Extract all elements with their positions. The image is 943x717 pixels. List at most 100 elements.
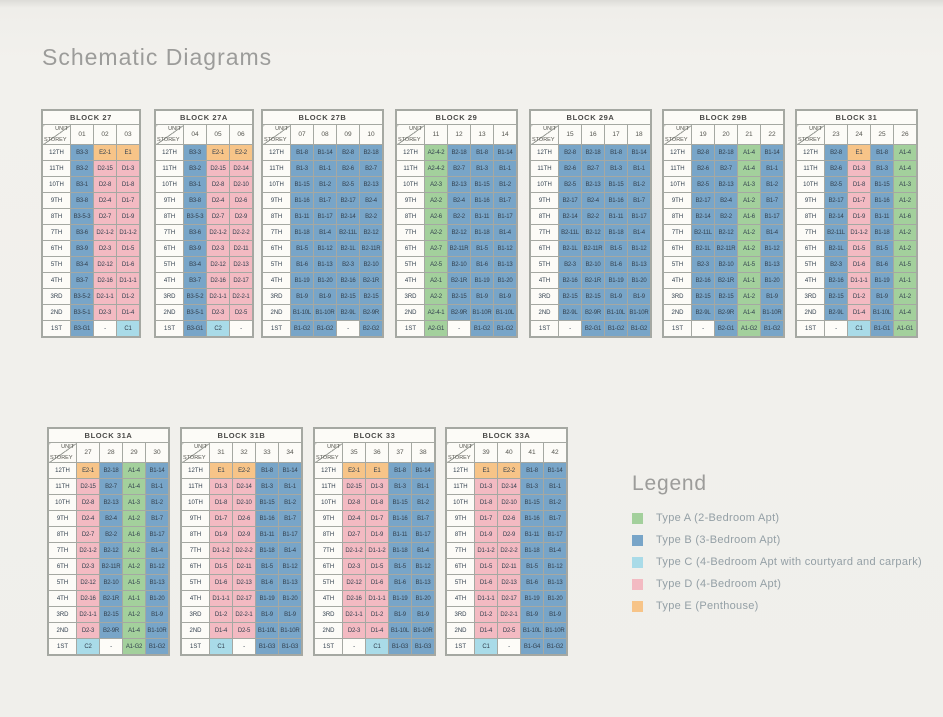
unit-cell: E1 [474,462,498,479]
storey-label: 8TH [42,208,71,225]
block-table: BLOCK 33 UNIT STOREY 35 36 37 38 12TH E2-1 E1 B1-8… [314,428,435,655]
unit-cell: B2-13 [359,176,383,193]
unit-cell: B1-G2 [604,320,628,337]
unit-cell: D2-17 [232,590,256,607]
unit-cell: B2-12 [714,224,738,241]
legend-swatch-type-a-icon [632,512,643,524]
storey-label: 12TH [796,144,825,161]
unit-cell: D1-3 [209,478,233,495]
storey-label: 6TH [796,240,825,257]
unit-header-label: UNIT [409,126,422,132]
unit-cell: B1-6 [388,574,412,591]
storey-label: 11TH [663,160,692,177]
storey-label: 8TH [262,208,291,225]
unit-cell: B1-10R [313,304,337,321]
unit-cell: B2-4 [714,192,738,209]
storey-label: 9TH [181,510,210,527]
unit-cell: B1-9 [520,606,544,623]
unit-cell: B1-4 [493,224,517,241]
storey-label: 10TH [314,494,343,511]
unit-cell: B2-13 [714,176,738,193]
unit-cell: D1-6 [116,256,140,273]
unit-cell: B2-6 [691,160,715,177]
unit-cell: D2-12 [76,574,100,591]
unit-cell: B3-9 [183,240,207,257]
storey-label: 8TH [396,208,425,225]
unit-cell: A1-5 [893,256,917,273]
unit-cell: D2-2-1 [497,606,521,623]
unit-cell: D2-3 [76,558,100,575]
unit-cell: D1-8 [209,494,233,511]
storey-label: 10TH [396,176,425,193]
unit-cell: B1-4 [278,542,302,559]
storey-label: 7TH [42,224,71,241]
unit-cell: B2-11R [447,240,471,257]
unit-cell: B2-17 [824,192,848,209]
unit-cell: D1-6 [209,574,233,591]
storey-label: 6TH [155,240,184,257]
unit-cell: E1 [365,462,389,479]
unit-cell: A1-3 [122,494,146,511]
unit-cell: B1-9 [388,606,412,623]
unit-number-header: 21 [737,124,761,145]
storey-label: 5TH [796,256,825,273]
unit-cell: D1-3 [365,478,389,495]
unit-cell: B3-9 [70,240,94,257]
legend-item: Type A (2-Bedroom Apt) [632,512,922,524]
unit-cell: B1-5 [290,240,314,257]
unit-cell: D1-1-2 [209,542,233,559]
unit-number-header: 14 [493,124,517,145]
unit-cell: A1-G2 [122,638,146,655]
unit-cell: E2-1 [93,144,117,161]
storey-label: 6TH [396,240,425,257]
unit-number-header: 35 [342,442,366,463]
block-31: BLOCK 31 UNIT STOREY 23 24 25 26 12TH B2-8 E1 B1-8… [796,110,917,337]
storey-label: 2ND [663,304,692,321]
unit-cell: D1-5 [365,558,389,575]
block-table: BLOCK 29B UNIT STOREY 19 20 21 22 12TH B2-8 B2-18… [663,110,784,337]
unit-header-label: UNIT [676,126,689,132]
unit-cell: B1-G3 [278,638,302,655]
unit-cell: B1-3 [520,478,544,495]
unit-cell: B1-G2 [313,320,337,337]
unit-cell: B2-14 [824,208,848,225]
unit-cell: B3-3 [183,144,207,161]
storey-label: 3RD [155,288,184,305]
unit-cell: B1-8 [255,462,279,479]
unit-cell: B2-1R [714,272,738,289]
unit-cell: D2-5 [232,622,256,639]
unit-cell: B2-15 [99,606,123,623]
unit-cell: B1-14 [313,144,337,161]
unit-cell: B2-12 [581,224,605,241]
unit-cell: A2-1 [424,272,448,289]
unit-cell: B2-10 [581,256,605,273]
unit-cell: B2-16 [691,272,715,289]
legend: Legend Type A (2-Bedroom Apt) Type B (3-B… [632,472,922,622]
storey-label: 1ST [48,638,77,655]
unit-header-label: UNIT [459,444,472,450]
storey-label: 11TH [262,160,291,177]
storey-label: 7TH [155,224,184,241]
block-title: BLOCK 31A [48,428,169,443]
storey-label: 12TH [396,144,425,161]
unit-cell: C1 [116,320,140,337]
unit-cell: B2-5 [691,176,715,193]
storey-label: 1ST [530,320,559,337]
legend-item: Type D (4-Bedroom Apt) [632,578,922,590]
unit-cell: B1-11 [255,526,279,543]
storey-label: 10TH [181,494,210,511]
unit-cell: C2 [206,320,230,337]
storey-header-label: STOREY [157,137,180,143]
unit-cell: D2-13 [232,574,256,591]
block-29b: BLOCK 29B UNIT STOREY 19 20 21 22 12TH B2-8 B2-18… [663,110,784,337]
unit-cell: B1-12 [313,240,337,257]
unit-cell: B2-18 [447,144,471,161]
storey-label: 1ST [155,320,184,337]
storey-label: 2ND [155,304,184,321]
unit-cell: E1 [209,462,233,479]
storey-label: 6TH [314,558,343,575]
unit-cell: D1-7 [116,192,140,209]
storey-label: 10TH [42,176,71,193]
unit-cell: B1-17 [411,526,435,543]
unit-cell: A2-6 [424,208,448,225]
